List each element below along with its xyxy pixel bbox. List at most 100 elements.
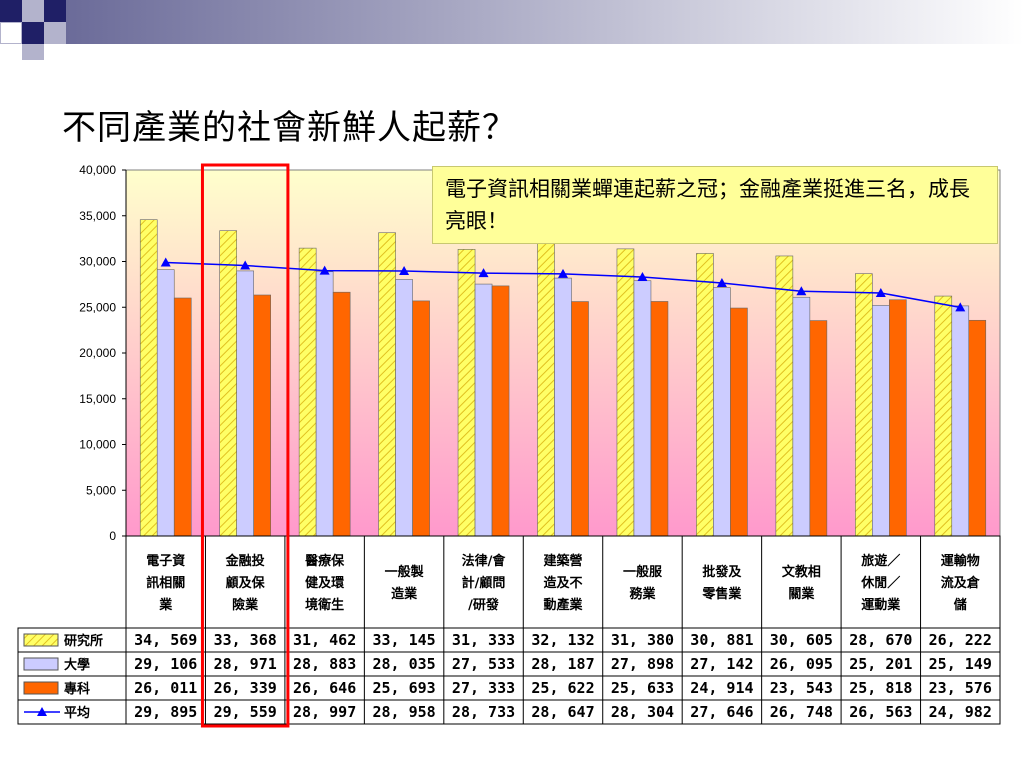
table-cell: 25, 818 <box>849 679 912 697</box>
table-cell: 26, 095 <box>770 655 833 673</box>
legend-key <box>23 681 59 695</box>
legend-label: 大學 <box>64 657 90 673</box>
table-cell: 24, 914 <box>690 679 753 697</box>
average-marker <box>240 260 251 270</box>
legend-key <box>23 657 59 671</box>
category-label: 境衛生 <box>305 597 344 613</box>
category-label: 儲 <box>953 597 967 613</box>
table-cell: 33, 368 <box>214 631 277 649</box>
research-bar <box>219 230 237 537</box>
university-bar <box>395 279 413 537</box>
table-cell: 28, 958 <box>372 703 435 721</box>
category-label: 業 <box>158 597 173 613</box>
research-bar <box>457 249 476 537</box>
table-cell: 31, 462 <box>293 631 356 649</box>
table-cell: 27, 533 <box>452 655 515 673</box>
category-label: 建築營 <box>543 553 582 569</box>
average-marker <box>399 266 410 276</box>
highlight-box <box>200 163 290 728</box>
college-bar <box>491 285 510 537</box>
category-label: 訊相關 <box>146 575 185 591</box>
table-cell: 29, 106 <box>134 655 197 673</box>
legend-label: 專科 <box>64 681 90 697</box>
category-label: 一般服 <box>623 564 663 580</box>
category-label: 顧及保 <box>226 575 266 591</box>
category-label: 法律/會 <box>462 553 507 569</box>
table-cell: 27, 646 <box>690 703 753 721</box>
research-bar <box>775 255 794 537</box>
college-bar <box>173 297 192 537</box>
table-cell: 28, 883 <box>293 655 356 673</box>
table-cell: 28, 997 <box>293 703 356 721</box>
table-cell: 28, 187 <box>531 655 594 673</box>
table-cell: 23, 543 <box>770 679 833 697</box>
y-tick-label: 30,000 <box>79 255 116 269</box>
average-marker <box>637 272 648 282</box>
category-label: 險業 <box>232 597 259 613</box>
research-bar <box>616 248 635 537</box>
college-bar <box>889 299 907 537</box>
research-bar <box>378 232 396 537</box>
university-bar <box>792 296 811 537</box>
category-label: 文教相 <box>782 564 821 580</box>
category-label: 健及環 <box>305 575 345 591</box>
university-bar <box>872 305 890 537</box>
table-cell: 25, 149 <box>929 655 992 673</box>
table-cell: 34, 569 <box>134 631 197 649</box>
table-cell: 24, 982 <box>929 703 992 721</box>
category-label: 醫療保 <box>305 553 345 569</box>
average-marker <box>955 302 966 312</box>
college-bar <box>412 300 430 537</box>
college-bar <box>730 307 748 537</box>
table-cell: 27, 333 <box>452 679 515 697</box>
table-cell: 31, 333 <box>452 631 515 649</box>
callout-note: 電子資訊相關業蟬連起薪之冠；金融產業挺進三名，成長亮眼！ <box>432 166 998 244</box>
category-label: 運輸物 <box>941 553 980 569</box>
table-cell: 28, 670 <box>849 631 912 649</box>
table-cell: 25, 693 <box>372 679 435 697</box>
research-bar <box>139 219 158 537</box>
table-cell: 27, 898 <box>611 655 674 673</box>
legend-label: 平均 <box>64 705 90 721</box>
category-label: 批發及 <box>702 564 742 580</box>
category-label: 電子資 <box>146 553 185 569</box>
y-tick-label: 35,000 <box>79 209 116 223</box>
table-cell: 28, 647 <box>531 703 594 721</box>
table-cell: 25, 201 <box>849 655 912 673</box>
category-label: 流及倉 <box>941 575 981 591</box>
category-label: 造及不 <box>543 575 582 591</box>
table-cell: 28, 971 <box>214 655 277 673</box>
table-cell: 26, 339 <box>214 679 277 697</box>
university-bar <box>315 271 334 537</box>
average-marker <box>716 278 727 288</box>
university-bar <box>951 305 970 537</box>
college-bar <box>650 301 669 537</box>
corner-decoration <box>0 0 1024 60</box>
y-tick-label: 10,000 <box>79 438 116 452</box>
category-label: 造業 <box>391 586 418 602</box>
college-bar <box>332 291 351 537</box>
y-tick-label: 0 <box>109 529 116 543</box>
university-bar <box>554 277 572 537</box>
average-marker <box>875 287 886 297</box>
table-cell: 31, 380 <box>611 631 674 649</box>
y-tick-label: 40,000 <box>79 163 116 177</box>
header-gradient-bar <box>66 0 1024 44</box>
university-bar <box>474 283 493 537</box>
table-cell: 26, 646 <box>293 679 356 697</box>
y-tick-label: 5,000 <box>86 483 116 497</box>
category-label: 務業 <box>629 586 656 602</box>
legend-key <box>23 633 59 647</box>
y-tick-label: 15,000 <box>79 392 116 406</box>
college-bar <box>253 294 271 537</box>
college-bar <box>968 319 987 537</box>
table-cell: 33, 145 <box>372 631 435 649</box>
average-marker <box>796 286 807 296</box>
slide-title: 不同產業的社會新鮮人起薪？ <box>62 108 517 148</box>
category-label: 計/顧問 <box>462 575 506 591</box>
college-bar <box>571 301 589 537</box>
category-label: 關業 <box>788 586 815 602</box>
average-marker <box>478 268 489 278</box>
category-label: 旅遊／ <box>861 553 900 569</box>
